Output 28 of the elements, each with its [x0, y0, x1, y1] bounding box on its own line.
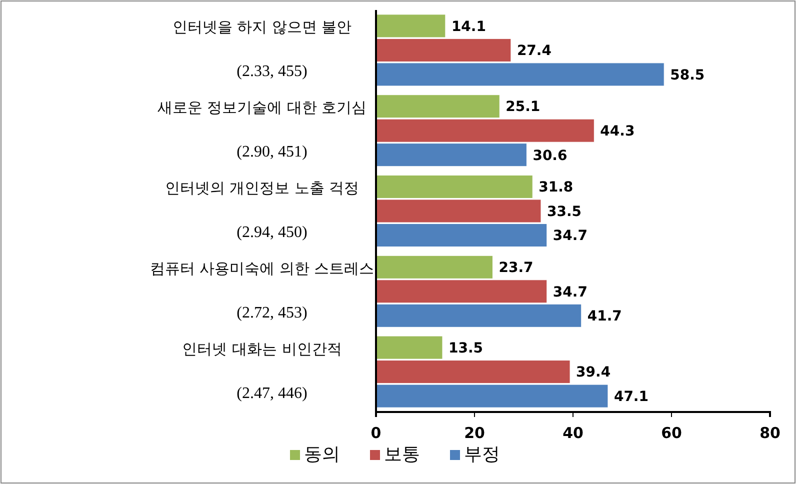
category-label: 인터넷의 개인정보 노출 걱정 (2.94, 450) — [164, 179, 360, 241]
data-label: 13.5 — [448, 340, 484, 356]
category-label: 컴퓨터 사용미숙에 의한 스트레스 (2.72, 453) — [150, 259, 374, 322]
data-label: 41.7 — [587, 308, 622, 325]
data-label: 34.7 — [552, 228, 588, 244]
data-label: 30.6 — [532, 148, 568, 164]
data-label: 39.4 — [576, 364, 611, 381]
x-tick-label: 60 — [661, 424, 682, 442]
data-label: 31.8 — [538, 180, 574, 196]
category-label: 인터넷을 하지 않으면 불안 (2.33, 455) — [172, 18, 352, 80]
data-label: 58.5 — [670, 67, 705, 84]
data-label: 34.7 — [552, 284, 588, 300]
x-tick-label: 20 — [464, 424, 485, 442]
x-tick-label: 0 — [370, 424, 382, 442]
data-label: 33.5 — [546, 204, 582, 220]
data-label: 27.4 — [516, 43, 552, 60]
legend-label: 부정 — [464, 444, 500, 465]
data-label: 14.1 — [451, 18, 486, 35]
x-tick-label: 80 — [760, 424, 780, 442]
data-label: 25.1 — [506, 99, 540, 116]
data-label: 44.3 — [600, 124, 635, 140]
legend-label: 보통 — [384, 444, 420, 465]
data-label: 23.7 — [498, 260, 534, 276]
category-label: 인터넷 대화는 비인간적 (2.47, 446) — [182, 340, 342, 402]
category-label: 새로운 정보기술에 대한 호기심 (2.90, 451) — [157, 98, 367, 161]
legend-label: 동의 — [304, 444, 340, 465]
x-tick-label: 40 — [562, 424, 584, 442]
data-label: 47.1 — [614, 388, 649, 405]
